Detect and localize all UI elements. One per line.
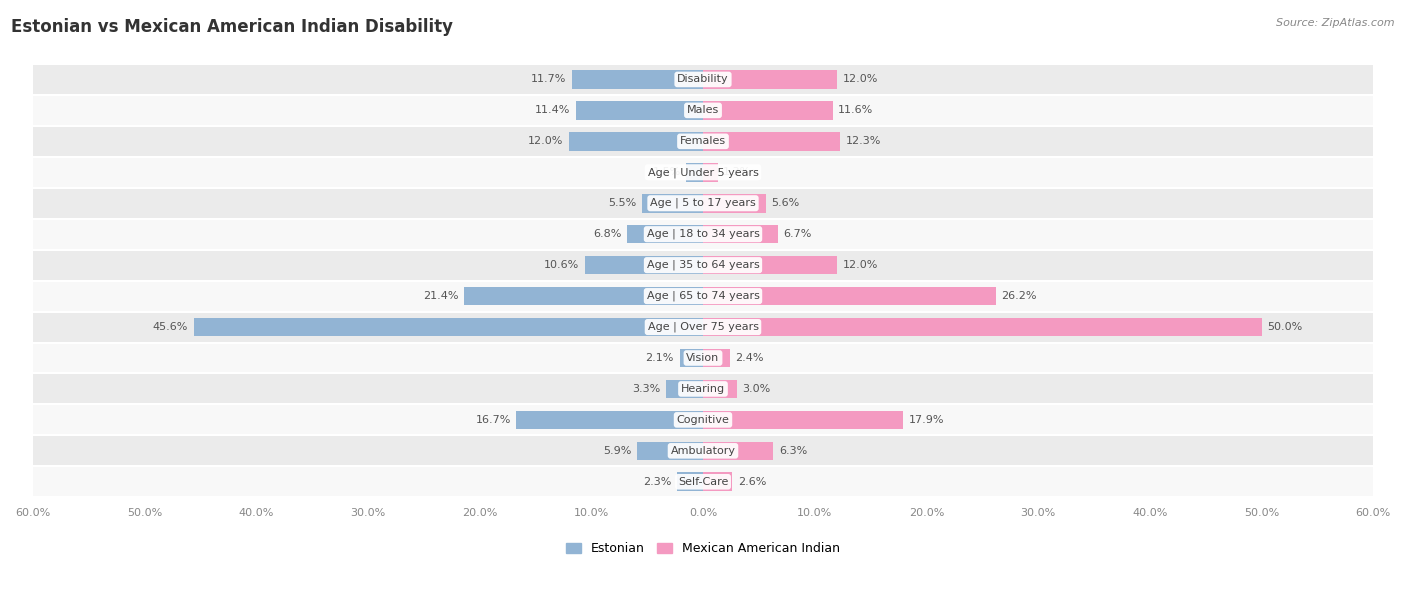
Bar (572, 70, 703, 89)
Bar (703, 132, 841, 151)
Bar (703, 411, 903, 429)
Bar (641, 194, 703, 212)
Bar (686, 163, 703, 182)
Text: 21.4%: 21.4% (423, 291, 458, 301)
Text: Age | Over 75 years: Age | Over 75 years (648, 322, 758, 332)
Text: 2.1%: 2.1% (645, 353, 673, 363)
Text: 6.7%: 6.7% (783, 229, 811, 239)
Text: 2.4%: 2.4% (735, 353, 763, 363)
Text: 5.6%: 5.6% (770, 198, 800, 208)
Text: Age | 5 to 17 years: Age | 5 to 17 years (650, 198, 756, 209)
Bar (569, 132, 703, 151)
Text: Estonian vs Mexican American Indian Disability: Estonian vs Mexican American Indian Disa… (11, 18, 453, 36)
Text: 11.7%: 11.7% (531, 75, 567, 84)
Text: 5.9%: 5.9% (603, 446, 631, 456)
Text: Age | 65 to 74 years: Age | 65 to 74 years (647, 291, 759, 301)
Bar (32, 64, 1374, 95)
Text: Hearing: Hearing (681, 384, 725, 394)
Bar (32, 188, 1374, 218)
Bar (32, 281, 1374, 312)
Bar (703, 287, 995, 305)
Bar (32, 435, 1374, 466)
Bar (32, 312, 1374, 343)
Text: 16.7%: 16.7% (475, 415, 510, 425)
Bar (703, 379, 737, 398)
Bar (575, 101, 703, 120)
Bar (678, 472, 703, 491)
Text: 11.4%: 11.4% (534, 105, 569, 116)
Text: 1.5%: 1.5% (652, 167, 681, 177)
Text: 6.8%: 6.8% (593, 229, 621, 239)
Bar (637, 441, 703, 460)
Bar (666, 379, 703, 398)
Bar (32, 126, 1374, 157)
Bar (32, 343, 1374, 373)
Text: Age | 35 to 64 years: Age | 35 to 64 years (647, 260, 759, 271)
Bar (703, 225, 778, 244)
Bar (703, 194, 766, 212)
Text: 50.0%: 50.0% (1267, 322, 1302, 332)
Text: Males: Males (688, 105, 718, 116)
Text: Ambulatory: Ambulatory (671, 446, 735, 456)
Text: 6.3%: 6.3% (779, 446, 807, 456)
Bar (194, 318, 703, 337)
Bar (703, 441, 773, 460)
Bar (464, 287, 703, 305)
Text: Cognitive: Cognitive (676, 415, 730, 425)
Text: 3.3%: 3.3% (633, 384, 661, 394)
Text: 12.0%: 12.0% (842, 75, 877, 84)
Bar (703, 101, 832, 120)
Bar (703, 472, 733, 491)
Legend: Estonian, Mexican American Indian: Estonian, Mexican American Indian (561, 537, 845, 561)
Text: 3.0%: 3.0% (742, 384, 770, 394)
Text: 2.3%: 2.3% (644, 477, 672, 487)
Text: Age | 18 to 34 years: Age | 18 to 34 years (647, 229, 759, 239)
Text: 45.6%: 45.6% (153, 322, 188, 332)
Bar (32, 95, 1374, 126)
Text: 12.0%: 12.0% (529, 136, 564, 146)
Text: 5.5%: 5.5% (607, 198, 636, 208)
Bar (32, 250, 1374, 281)
Bar (516, 411, 703, 429)
Text: Females: Females (681, 136, 725, 146)
Bar (703, 163, 717, 182)
Text: 12.0%: 12.0% (842, 260, 877, 270)
Text: Self-Care: Self-Care (678, 477, 728, 487)
Bar (585, 256, 703, 274)
Bar (32, 373, 1374, 405)
Bar (703, 70, 837, 89)
Text: 12.3%: 12.3% (846, 136, 882, 146)
Text: Vision: Vision (686, 353, 720, 363)
Text: Source: ZipAtlas.com: Source: ZipAtlas.com (1277, 18, 1395, 28)
Bar (703, 349, 730, 367)
Bar (32, 157, 1374, 188)
Bar (703, 256, 837, 274)
Bar (679, 349, 703, 367)
Text: 11.6%: 11.6% (838, 105, 873, 116)
Text: 17.9%: 17.9% (908, 415, 943, 425)
Text: 2.6%: 2.6% (738, 477, 766, 487)
Text: 10.6%: 10.6% (544, 260, 579, 270)
Text: Disability: Disability (678, 75, 728, 84)
Bar (32, 405, 1374, 435)
Bar (627, 225, 703, 244)
Bar (32, 218, 1374, 250)
Bar (703, 318, 1261, 337)
Text: 1.3%: 1.3% (723, 167, 751, 177)
Text: 26.2%: 26.2% (1001, 291, 1036, 301)
Bar (32, 466, 1374, 498)
Text: Age | Under 5 years: Age | Under 5 years (648, 167, 758, 177)
